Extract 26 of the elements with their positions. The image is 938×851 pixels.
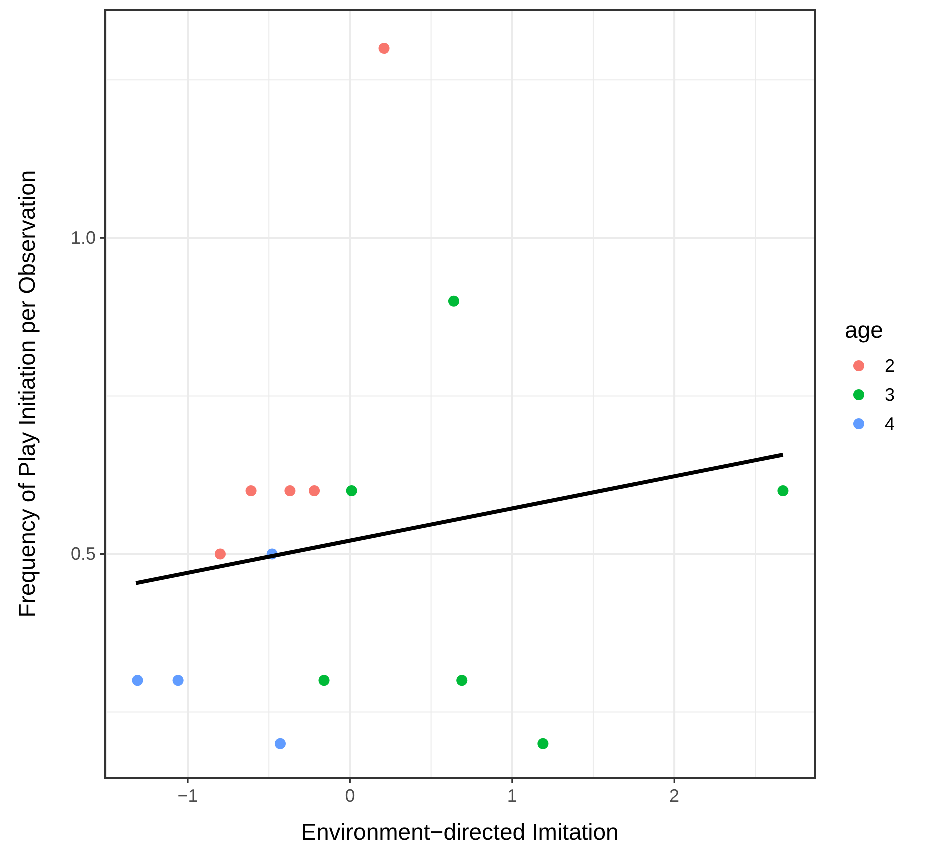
y-tick-label: 0.5 [70,544,96,564]
point [538,738,549,750]
point [172,675,184,686]
legend-title: age [845,317,884,343]
x-tick-label: 0 [345,786,356,806]
point [318,675,330,686]
point [284,486,296,497]
point [448,296,460,307]
x-tick-label: 2 [670,786,680,806]
point [778,486,789,497]
point [214,548,226,560]
point [346,486,358,497]
point [132,675,144,686]
x-tick-label: −1 [178,786,198,806]
legend-label: 4 [885,414,896,434]
point [378,43,390,54]
y-tick-label: 1.0 [70,228,96,248]
x-tick-label: 1 [507,786,518,806]
point [274,738,286,750]
legend-label: 3 [885,385,896,405]
legend-label: 2 [885,356,896,376]
x-axis-title: Environment−directed Imitation [301,819,619,845]
y-axis-title: Frequency of Play Initiation per Observation [14,170,40,618]
point [309,486,320,497]
point [246,486,257,497]
point [456,675,468,686]
